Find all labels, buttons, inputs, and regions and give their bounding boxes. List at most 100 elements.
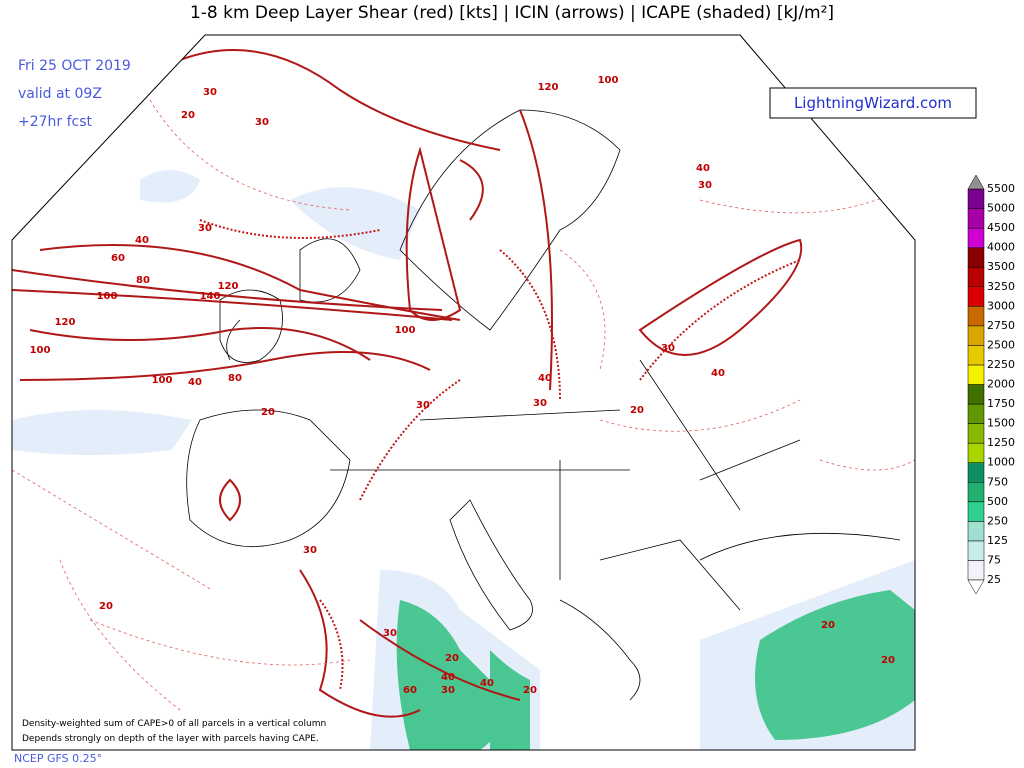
contour-label: 20	[821, 620, 835, 631]
contour-label: 40	[441, 672, 455, 683]
dotted-contours	[199, 219, 801, 691]
colorbar-box	[967, 227, 985, 248]
colorbar-box	[967, 462, 985, 483]
contour-label: 20	[181, 110, 195, 121]
colorbar-bottom-arrow	[967, 579, 985, 595]
contour-label: 100	[395, 325, 416, 336]
source: NCEP GFS 0.25°	[14, 752, 102, 765]
contour-label: 20	[881, 655, 895, 666]
colorbar-label: 25	[987, 573, 1001, 586]
colorbar-label: 2250	[987, 358, 1015, 371]
contour-label: 30	[255, 117, 269, 128]
contour-label: 30	[198, 223, 212, 234]
contour-label: 100	[152, 375, 173, 386]
footnote: Density-weighted sum of CAPE>0 of all pa…	[22, 719, 326, 729]
logo-box	[769, 87, 977, 119]
colorbar-box	[967, 266, 985, 288]
contour-label: 40	[711, 368, 725, 379]
cape-shading	[396, 590, 915, 750]
colorbar-label: 1000	[987, 456, 1015, 469]
colorbar-box	[967, 384, 985, 405]
colorbar-label: 1750	[987, 397, 1015, 410]
contour-label: 80	[136, 275, 150, 286]
contour-label: 20	[630, 405, 644, 416]
contour-label: 30	[441, 685, 455, 696]
contour-label: 20	[261, 407, 275, 418]
date-line: Fri 25 OCT 2019	[18, 58, 131, 74]
contour-label: 30	[303, 545, 317, 556]
contour-label: 40	[135, 235, 149, 246]
contour-label: 120	[538, 82, 559, 93]
contour-label: 20	[445, 653, 459, 664]
colorbar-label: 500	[987, 495, 1008, 508]
colorbar-box	[967, 364, 985, 385]
date-line: valid at 09Z	[18, 86, 102, 102]
contour-label: 30	[661, 343, 675, 354]
colorbar-label: 4000	[987, 241, 1015, 254]
shear-contours	[12, 49, 803, 718]
coastlines	[186, 109, 901, 701]
contour-label: 100	[30, 345, 51, 356]
contour-label: 60	[403, 685, 417, 696]
contour-label: 20	[99, 601, 113, 612]
colorbar-box	[967, 482, 985, 503]
contour-label: 30	[533, 398, 547, 409]
colorbar-label: 125	[987, 534, 1008, 547]
contour-label: 80	[228, 373, 242, 384]
contour-label: 40	[188, 377, 202, 388]
colorbar-label: 2500	[987, 338, 1015, 351]
colorbar-box	[967, 247, 985, 268]
colorbar-box	[967, 423, 985, 444]
date-line: +27hr fcst	[18, 114, 93, 130]
contour-label: 60	[111, 253, 125, 264]
contour-label: 30	[203, 87, 217, 98]
logo: LightningWizard.com	[794, 94, 952, 112]
colorbar-top-arrow	[967, 174, 985, 190]
colorbar-label: 5500	[987, 182, 1015, 195]
contour-label: 40	[538, 373, 552, 384]
colorbar-box	[967, 325, 985, 346]
contour-label: 120	[218, 281, 239, 292]
colorbar-box	[967, 521, 985, 542]
colorbar-label: 1500	[987, 417, 1015, 430]
contour-labels: 30 30 20 40 30 60 80 100 140 120 120 100…	[30, 75, 895, 696]
colorbar-label: 750	[987, 475, 1008, 488]
colorbar-label: 2750	[987, 319, 1015, 332]
colorbar-label: 5000	[987, 202, 1015, 215]
colorbar-label: 3250	[987, 280, 1015, 293]
colorbar-box	[967, 403, 985, 424]
contour-label: 120	[55, 317, 76, 328]
colorbar: 25 75 125 250 500 750 1000 1250 1500 1750 2000 2250…	[967, 174, 1015, 595]
colorbar-label: 250	[987, 514, 1008, 527]
contour-label: 40	[480, 678, 494, 689]
colorbar-box	[967, 286, 985, 307]
map-frame	[11, 34, 916, 751]
colorbar-label: 2000	[987, 378, 1015, 391]
footnotes: Density-weighted sum of CAPE>0 of all pa…	[22, 719, 326, 744]
contour-label: 140	[200, 291, 221, 302]
colorbar-label: 3000	[987, 299, 1015, 312]
contour-label: 100	[97, 291, 118, 302]
colorbar-box	[967, 188, 985, 209]
colorbar-box	[967, 501, 985, 522]
footnote: Depends strongly on depth of the layer w…	[22, 734, 319, 744]
contour-label: 20	[523, 685, 537, 696]
contour-label: 100	[598, 75, 619, 86]
colorbar-label: 3500	[987, 260, 1015, 273]
colorbar-box	[967, 442, 985, 463]
contour-label: 40	[696, 163, 710, 174]
colorbar-box	[967, 208, 985, 229]
contour-label: 30	[698, 180, 712, 191]
colorbar-box	[967, 306, 985, 327]
contour-label: 30	[416, 400, 430, 411]
title: 1-8 km Deep Layer Shear (red) [kts] | IC…	[190, 3, 834, 23]
colorbar-label: 4500	[987, 221, 1015, 234]
colorbar-box	[967, 560, 985, 581]
colorbar-box	[967, 540, 985, 561]
date-block: Fri 25 OCT 2019 valid at 09Z +27hr fcst	[18, 58, 131, 130]
colorbar-label: 75	[987, 553, 1001, 566]
